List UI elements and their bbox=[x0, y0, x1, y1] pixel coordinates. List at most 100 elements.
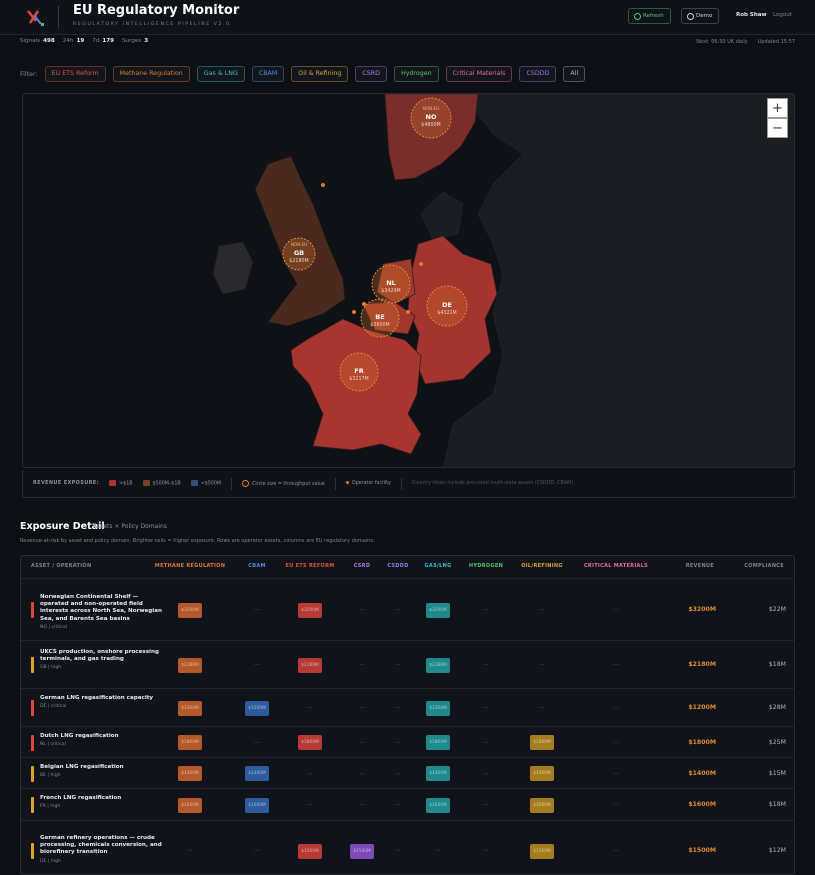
stat-value: 498 bbox=[43, 38, 55, 44]
marker: NON-EU GB$2180M bbox=[282, 237, 316, 271]
empty-cell: — bbox=[359, 738, 365, 746]
stat: 24h 19 bbox=[63, 38, 84, 44]
marker-circle bbox=[426, 285, 468, 327]
asset-meta: DE | critical bbox=[40, 704, 67, 710]
compliance: $18M bbox=[768, 801, 786, 808]
demo-button[interactable]: Demo bbox=[681, 8, 720, 24]
empty-cell: — bbox=[395, 738, 401, 746]
column-header: CRITICAL MATERIALS bbox=[583, 563, 649, 569]
column-header: EU ETS REFORM bbox=[285, 563, 335, 569]
exposure-cell: $3200M bbox=[178, 602, 202, 618]
marker-circle bbox=[410, 97, 452, 139]
column-header: CSDDD bbox=[387, 563, 409, 569]
marker-code: NO bbox=[426, 113, 437, 121]
filter-chip[interactable]: Oil & Refining bbox=[291, 66, 349, 82]
empty-cell: — bbox=[307, 801, 313, 808]
empty-cell: — bbox=[483, 738, 489, 746]
exposure-cell: $1500M bbox=[530, 843, 554, 859]
empty-cell: — bbox=[435, 847, 441, 854]
filter-chip[interactable]: All bbox=[563, 66, 586, 82]
empty-cell: — bbox=[483, 704, 489, 711]
revenue: $1600M bbox=[688, 801, 716, 808]
column-header: ASSET / OPERATION bbox=[31, 563, 92, 569]
table-row: Belgian LNG regasification BE | high $1400… bbox=[21, 757, 794, 788]
map-canvas: NON-EUNO$4800MNON-EUGB$2180MNL$3429MBE$3… bbox=[212, 94, 794, 467]
table-row: German refinery operations — crude proce… bbox=[21, 820, 794, 874]
severity-bar bbox=[31, 797, 34, 813]
filter-chip[interactable]: Gas & LNG bbox=[196, 66, 245, 82]
exposure-cell: $1400M bbox=[178, 766, 202, 781]
marker-code: DE bbox=[442, 301, 452, 309]
severity-bar bbox=[31, 734, 34, 751]
empty-cell: — bbox=[483, 769, 489, 777]
marker-value: $2180M bbox=[289, 258, 308, 264]
zoom-in[interactable]: + bbox=[767, 98, 788, 118]
column-header: COMPLIANCE bbox=[744, 563, 784, 569]
user-name: Rob Shaw bbox=[736, 12, 767, 18]
revenue: $2180M bbox=[688, 661, 716, 668]
exposure-cell: $1600M bbox=[426, 797, 450, 813]
marker-tag: NON-EU bbox=[291, 242, 307, 247]
logout-link[interactable]: Logout bbox=[773, 12, 792, 18]
filter-chip[interactable]: CSDDD bbox=[519, 66, 557, 82]
marker: NON-EU NO$4800M bbox=[410, 97, 452, 139]
legend-divider bbox=[334, 477, 336, 490]
empty-cell: — bbox=[307, 704, 313, 711]
table-row: German LNG regasification capacity DE | c… bbox=[21, 688, 794, 726]
exposure-cell: $1600M bbox=[178, 797, 202, 813]
refresh-button[interactable]: Refresh bbox=[628, 8, 671, 24]
compliance: $25M bbox=[768, 738, 786, 746]
column-header: METHANE REGULATION bbox=[154, 563, 226, 569]
exposure-cell: $1400M bbox=[426, 766, 450, 781]
zoom-out[interactable]: − bbox=[767, 118, 788, 138]
exposure-cell: $1800M bbox=[178, 735, 202, 750]
empty-cell: — bbox=[483, 661, 489, 668]
exposure-cell: $2180M bbox=[178, 657, 202, 673]
legend-item: $500M–$1B bbox=[142, 480, 181, 487]
empty-cell: — bbox=[395, 606, 401, 613]
filter-chip[interactable]: EU ETS Reform bbox=[44, 66, 106, 82]
filter-chip[interactable]: Critical Materials bbox=[445, 66, 513, 82]
asset-cell: Norwegian Continental Shelf — operated a… bbox=[40, 594, 162, 631]
asset-name: German LNG regasification capacity bbox=[40, 695, 154, 701]
compliance: $18M bbox=[768, 661, 786, 668]
exposure-cell: $1200M bbox=[178, 700, 202, 716]
stat-value: 3 bbox=[144, 38, 149, 44]
revenue: $1400M bbox=[688, 769, 716, 777]
asset-meta: FR | high bbox=[40, 804, 61, 810]
compliance: $15M bbox=[768, 769, 786, 777]
operator-facilities bbox=[321, 183, 423, 314]
revenue: $1200M bbox=[688, 704, 716, 711]
exposure-cell: $1600M bbox=[245, 797, 269, 813]
severity-bar bbox=[31, 700, 34, 716]
empty-cell: — bbox=[613, 847, 619, 854]
country-gb bbox=[254, 155, 346, 327]
exposure-cell: $3200M bbox=[298, 602, 322, 618]
empty-cell: — bbox=[254, 606, 260, 613]
filter-chip[interactable]: Hydrogen bbox=[393, 66, 439, 82]
exposure-table: ASSET / OPERATION METHANE REGULATION CBAM E… bbox=[20, 555, 795, 875]
column-header: GAS/LNG bbox=[424, 563, 452, 569]
marker: FR$3217M bbox=[339, 352, 379, 392]
logo bbox=[27, 10, 44, 26]
stat-value: 179 bbox=[102, 38, 115, 44]
stat: Signals 498 bbox=[20, 38, 55, 44]
filter-chip[interactable]: CBAM bbox=[251, 66, 285, 82]
marker: BE$3800M bbox=[360, 298, 400, 338]
asset-name: Belgian LNG regasification bbox=[40, 764, 124, 770]
exposure-cell: $1200M bbox=[426, 700, 450, 716]
asset-name: German refinery operations — crude proce… bbox=[40, 835, 162, 856]
filter-chip[interactable]: CSRD bbox=[355, 66, 387, 82]
stat-label: Surges bbox=[122, 38, 142, 44]
app-title: EU Regulatory Monitor bbox=[73, 3, 240, 18]
marker-value: $3217M bbox=[349, 376, 368, 382]
stat-value: 19 bbox=[76, 38, 85, 44]
filter-bar: Filter: EU ETS Reform Methane Regulation G… bbox=[20, 66, 586, 82]
column-header: OIL/REFINING bbox=[521, 563, 563, 569]
exposure-cell: $1400M bbox=[530, 766, 554, 781]
country-nl bbox=[376, 258, 416, 305]
legend-item: >$1B bbox=[109, 480, 133, 487]
filter-chip[interactable]: Methane Regulation bbox=[112, 66, 190, 82]
marker-code: GB bbox=[294, 249, 304, 257]
